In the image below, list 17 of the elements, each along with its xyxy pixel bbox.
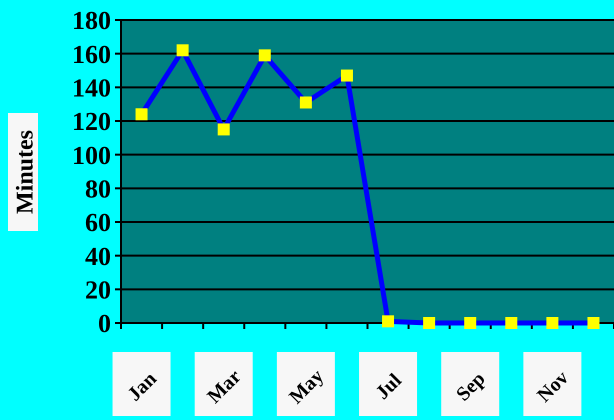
- y-axis-title: Minutes: [12, 130, 38, 214]
- x-tick-label: Mar: [203, 366, 246, 408]
- x-tick-label: May: [285, 365, 328, 408]
- x-tick-label: Jan: [123, 368, 162, 406]
- y-tick-label: 100: [72, 140, 111, 170]
- y-tick-label: 160: [72, 40, 111, 69]
- y-tick-label: 20: [85, 275, 111, 304]
- y-tick-label: 120: [72, 107, 111, 136]
- y-tick-label: 180: [72, 6, 111, 36]
- x-tick-label: Nov: [533, 366, 574, 407]
- y-tick-label: 140: [72, 73, 111, 102]
- x-tick-label: Jul: [372, 369, 406, 404]
- x-tick-label: Sep: [452, 368, 490, 406]
- y-tick-label: 40: [85, 242, 111, 271]
- y-tick-label: 0: [98, 309, 111, 338]
- y-tick-label: 80: [85, 174, 111, 204]
- y-tick-label: 60: [85, 208, 111, 238]
